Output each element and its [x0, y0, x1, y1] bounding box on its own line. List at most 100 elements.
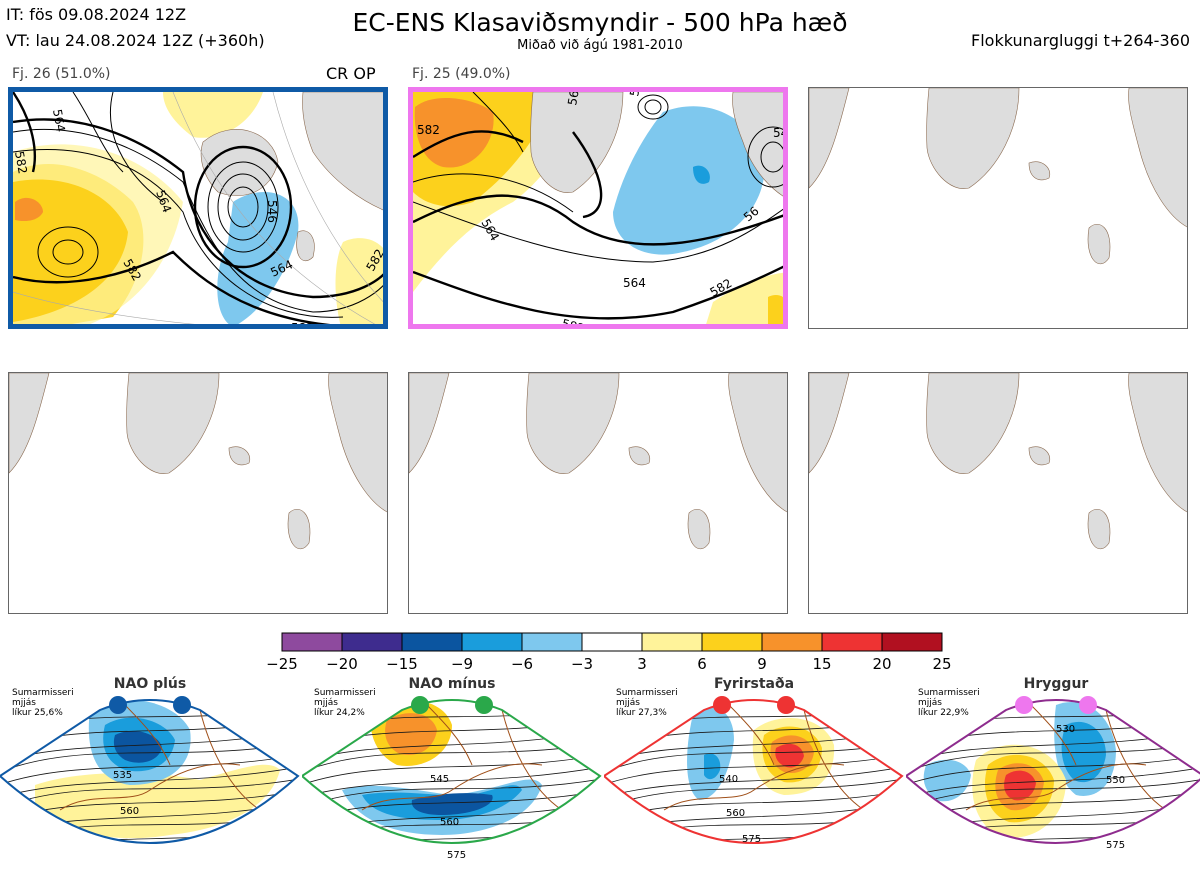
regime-contour-label: 550 — [1106, 775, 1125, 786]
regime-contour-label: 530 — [1056, 724, 1075, 735]
colorbar-swatch — [761, 632, 823, 652]
regime-info-line: líkur 25,6% — [12, 708, 63, 718]
panel-1-tag: CR OP — [326, 64, 376, 83]
colorbar-swatch — [701, 632, 763, 652]
colorbar-swatch — [521, 632, 583, 652]
colorbar-tick-label: −9 — [450, 655, 474, 673]
panel-2-label: Fj. 25 (49.0%) — [412, 66, 511, 82]
regime-info: Sumarmisseri mjjás líkur 25,6% — [12, 688, 74, 718]
regime-map: 545 560 575 — [300, 696, 602, 861]
colorbar-tick-label: −15 — [386, 655, 418, 673]
contour-label: 582 — [291, 321, 314, 329]
contour-label: 582 — [417, 123, 440, 137]
regime-info-line: mjjás — [918, 698, 942, 708]
regime-map: 535 560 — [0, 696, 300, 844]
regime-panel[interactable]: 540 560 575 Fyrirstaða Sumarmisseri mjjás líku… — [602, 670, 904, 870]
colorbar-swatch — [341, 632, 403, 652]
contour-label: 582 — [560, 316, 586, 329]
colorbar-swatch — [821, 632, 883, 652]
anomaly-weak-positive-3 — [335, 238, 383, 324]
colorbar-tick-label: 25 — [932, 655, 952, 673]
regime-title: Fyrirstaða — [713, 676, 795, 692]
regime-contour-label: 575 — [447, 850, 466, 861]
contour-label: 546 — [627, 92, 645, 98]
anomaly-strong-positive-1 — [15, 197, 43, 222]
regime-info: Sumarmisseri mjjás líkur 27,3% — [616, 688, 678, 718]
anomaly-positive-2 — [13, 179, 128, 322]
colorbar-swatch — [641, 632, 703, 652]
empty-map-3 — [808, 87, 1188, 329]
regime-info: Sumarmisseri mjjás líkur 22,9% — [918, 688, 980, 718]
colorbar-swatch — [881, 632, 943, 652]
contour-label: 582 — [13, 150, 30, 175]
regime-contour-label: 535 — [113, 770, 132, 781]
height-contours-bold-1 — [13, 92, 383, 324]
regime-contour-label: 560 — [440, 817, 459, 828]
cluster-map-2-svg: 564 564 582 582 582 54 56 56 546 — [413, 92, 788, 329]
anomaly-weak-positive-5 — [706, 272, 783, 324]
cluster-map-1[interactable]: 564 546 564 582 582 564 582 582 — [8, 87, 388, 329]
regime-panel[interactable]: 530 550 575 Hryggur Sumarmisseri mjjás líkur 2… — [904, 670, 1200, 870]
regime-info-line: mjjás — [616, 698, 640, 708]
page-title: EC-ENS Klasaviðsmyndir - 500 hPa hæð — [352, 8, 848, 37]
contour-label: 564 — [50, 108, 68, 133]
page-subtitle: Miðað við ágú 1981-2010 — [517, 38, 683, 53]
regime-contour-label: 560 — [120, 806, 139, 817]
colorbar-swatch — [401, 632, 463, 652]
contour-label: 54 — [773, 126, 788, 140]
contour-label: 564 — [478, 217, 502, 244]
regime-panel[interactable]: 535 560 NAO plús Sumarmisseri mjjás líkur 25,… — [0, 670, 300, 870]
empty-map-4 — [8, 372, 388, 614]
regime-map: 540 560 575 — [602, 696, 904, 845]
regime-info-line: líkur 24,2% — [314, 708, 365, 718]
anomaly-negative-2 — [613, 106, 765, 255]
height-contours-2 — [413, 92, 783, 263]
colorbar-tick-label: 15 — [812, 655, 832, 673]
regime-contour-label: 540 — [719, 774, 738, 785]
regime-info-line: Sumarmisseri — [12, 688, 74, 698]
anomaly-moderate-negative-1 — [693, 165, 710, 184]
land-scandinavia-1 — [302, 92, 383, 211]
contour-label: 546 — [265, 200, 279, 223]
colorbar-tick-label: −3 — [570, 655, 594, 673]
land-britain-1 — [296, 230, 315, 262]
colorbar-swatch — [581, 632, 643, 652]
colorbar-tick-label: −25 — [266, 655, 298, 673]
regime-map: 530 550 575 — [904, 696, 1200, 851]
regime-contour-label: 575 — [1106, 840, 1125, 851]
colorbar-tick-label: −6 — [510, 655, 534, 673]
classification-window: Flokkunargluggi t+264-360 — [971, 31, 1190, 50]
regime-panel[interactable]: 545 560 575 NAO mínus Sumarmisseri mjjás líkur… — [300, 670, 602, 870]
contour-label: 56 — [565, 92, 581, 107]
empty-map-5 — [408, 372, 788, 614]
cluster-map-2[interactable]: 564 564 582 582 582 54 56 56 546 — [408, 87, 788, 329]
contour-label: 564 — [623, 276, 646, 290]
valid-time: VT: lau 24.08.2024 12Z (+360h) — [6, 31, 265, 50]
colorbar — [281, 632, 943, 652]
regime-contour-label: 545 — [430, 774, 449, 785]
regime-contour-label: 575 — [742, 834, 761, 845]
colorbar-tick-label: 3 — [637, 655, 647, 673]
regime-title: NAO plús — [113, 676, 187, 692]
regime-info-line: Sumarmisseri — [616, 688, 678, 698]
cluster-map-1-svg: 564 546 564 582 582 564 582 582 — [13, 92, 383, 329]
regime-contour-label: 560 — [726, 808, 745, 819]
initial-time: IT: fös 09.08.2024 12Z — [6, 5, 187, 24]
regime-title: NAO mínus — [408, 676, 496, 692]
colorbar-tick-label: 9 — [757, 655, 767, 673]
regime-info-line: Sumarmisseri — [918, 688, 980, 698]
colorbar-swatch — [461, 632, 523, 652]
colorbar-tick-label: −20 — [326, 655, 358, 673]
regime-info-line: líkur 27,3% — [616, 708, 667, 718]
regime-title: Hryggur — [1023, 676, 1089, 692]
regime-info-line: mjjás — [314, 698, 338, 708]
regime-info-line: Sumarmisseri — [314, 688, 376, 698]
empty-map-6 — [808, 372, 1188, 614]
panel-1-label: Fj. 26 (51.0%) — [12, 66, 111, 82]
land-greenland-2 — [530, 92, 624, 193]
land-scandinavia-2 — [732, 92, 783, 197]
regime-info: Sumarmisseri mjjás líkur 24,2% — [314, 688, 376, 718]
anomaly-strong-positive-2 — [414, 97, 494, 168]
regime-info-line: mjjás — [12, 698, 36, 708]
anomaly-negative-1 — [217, 192, 299, 324]
